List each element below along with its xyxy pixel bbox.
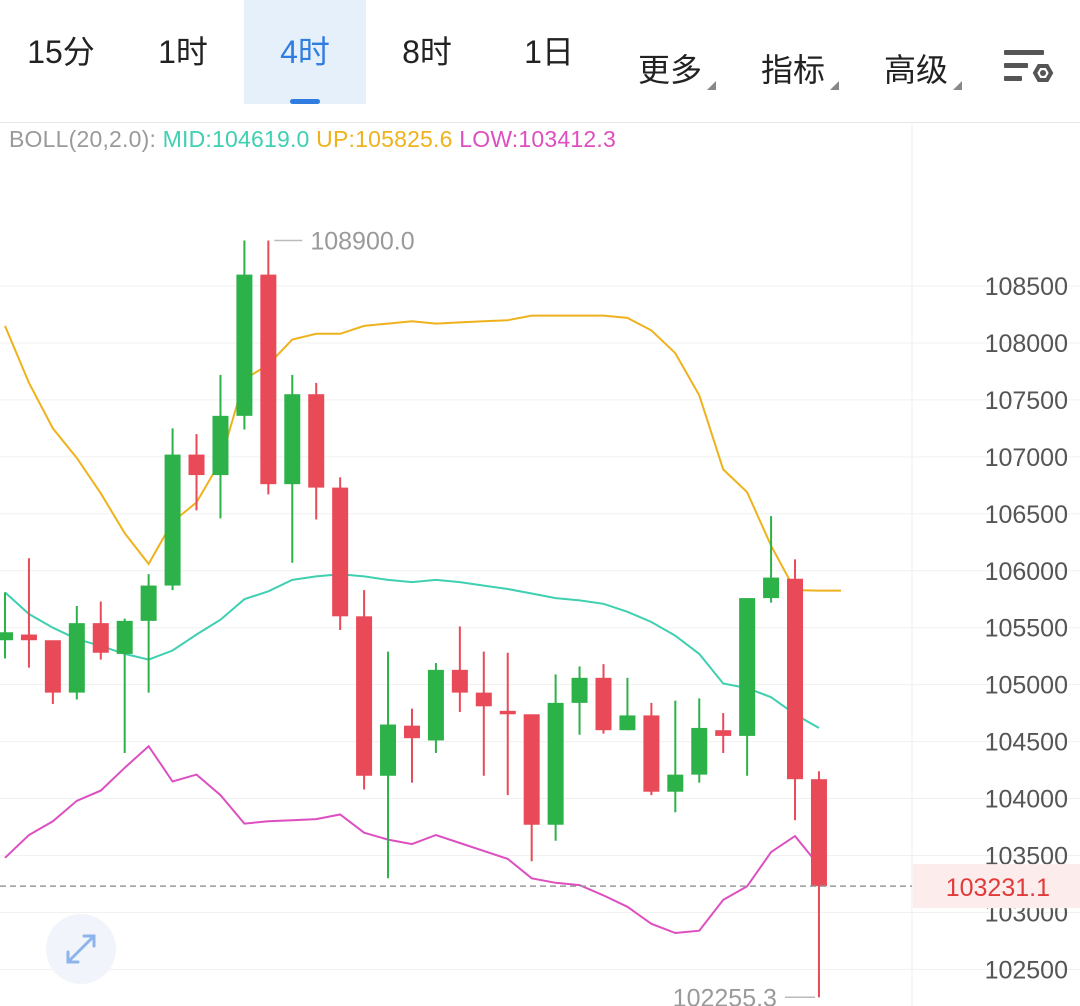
tab-1h[interactable]: 1时 (158, 34, 208, 70)
y-tick-label: 105500 (985, 615, 1068, 643)
y-tick-label: 108000 (985, 330, 1068, 358)
candle-body (643, 715, 660, 792)
high-annotation: 108900.0 (310, 227, 414, 255)
candle-body (284, 394, 301, 485)
dropdown-corner-icon (707, 81, 717, 90)
candle-body (499, 710, 516, 715)
chart-settings-icon[interactable] (1000, 44, 1056, 94)
fullscreen-button[interactable] (46, 914, 116, 984)
tab-15min[interactable]: 15分 (27, 34, 95, 70)
expand-arrows-icon (66, 934, 96, 964)
candle-body (236, 274, 253, 416)
boll-mid-line (4, 573, 820, 729)
tab-4h-label: 4时 (280, 34, 330, 70)
tab-1d[interactable]: 1日 (524, 34, 574, 70)
candle-body (475, 692, 492, 707)
more-menu[interactable]: 更多 (638, 0, 717, 122)
candle-body (523, 714, 540, 825)
indicator-menu-label: 指标 (761, 52, 826, 88)
candle-body (68, 623, 85, 693)
candle-body (595, 677, 612, 731)
y-tick-label: 108500 (985, 273, 1068, 301)
more-menu-label: 更多 (638, 52, 703, 88)
boll-low-value: LOW:103412.3 (459, 126, 616, 152)
y-tick-label: 104500 (985, 729, 1068, 757)
candle-body (571, 677, 588, 703)
candle-body (20, 634, 37, 641)
y-tick-label: 104000 (985, 786, 1068, 814)
candle-body (715, 730, 732, 736)
indicator-menu[interactable]: 指标 (761, 0, 840, 122)
candle-body (380, 724, 397, 776)
candle-body (356, 616, 373, 776)
tab-4h[interactable]: 4时 (244, 0, 366, 104)
candle-body (427, 669, 444, 741)
advanced-menu[interactable]: 高级 (884, 0, 963, 122)
candle-body (619, 715, 636, 731)
dropdown-corner-icon (953, 81, 963, 90)
y-tick-label: 106500 (985, 501, 1068, 529)
low-annotation: 102255.3 (673, 984, 777, 1006)
boll-up-line (4, 314, 841, 592)
boll-bands (4, 314, 841, 935)
candle-body (547, 702, 564, 825)
y-tick-label: 107000 (985, 444, 1068, 472)
candle-body (212, 415, 229, 476)
candlestick-chart[interactable]: 108500 108000 107500 107000 106500 106000 1055… (0, 122, 1080, 1006)
candle-body (140, 585, 157, 621)
candle-body (0, 632, 13, 641)
y-tick-label: 106000 (985, 558, 1068, 586)
candle-body (44, 640, 61, 693)
candle-body (403, 725, 420, 739)
dropdown-corner-icon (830, 81, 840, 90)
candle-body (667, 774, 684, 792)
current-price-label: 103231.1 (946, 874, 1050, 902)
boll-low-line (4, 744, 820, 935)
candle-body (810, 779, 827, 887)
y-tick-label: 107500 (985, 387, 1068, 415)
candle-body (332, 487, 349, 617)
candles (0, 240, 827, 998)
active-tab-indicator (290, 99, 320, 104)
boll-up-value: UP:105825.6 (316, 126, 453, 152)
annotations: 103231.1 108900.0 102255.3 (0, 227, 1080, 1006)
candle-body (691, 727, 708, 775)
candle-body (739, 598, 756, 736)
current-price-tag (913, 864, 1080, 909)
boll-mid-value: MID:104619.0 (162, 126, 310, 152)
candle-body (308, 394, 325, 488)
candle-body (260, 274, 277, 485)
advanced-menu-label: 高级 (884, 52, 949, 88)
candle-body (164, 454, 181, 586)
timeframe-toolbar: 15分 1时 4时 8时 1日 更多 指标 高级 (0, 0, 1080, 123)
y-tick-label: 102500 (985, 956, 1068, 984)
boll-name: BOLL(20,2.0): (9, 126, 157, 152)
candle-body (188, 454, 205, 476)
candle-body (787, 578, 804, 780)
y-tick-label: 105000 (985, 672, 1068, 700)
candle-body (451, 669, 468, 693)
candle-body (763, 577, 780, 599)
candle-body (116, 620, 133, 654)
boll-legend: BOLL(20,2.0): MID:104619.0 UP:105825.6 L… (9, 126, 616, 153)
candle-body (92, 623, 109, 653)
tab-8h[interactable]: 8时 (402, 34, 452, 70)
